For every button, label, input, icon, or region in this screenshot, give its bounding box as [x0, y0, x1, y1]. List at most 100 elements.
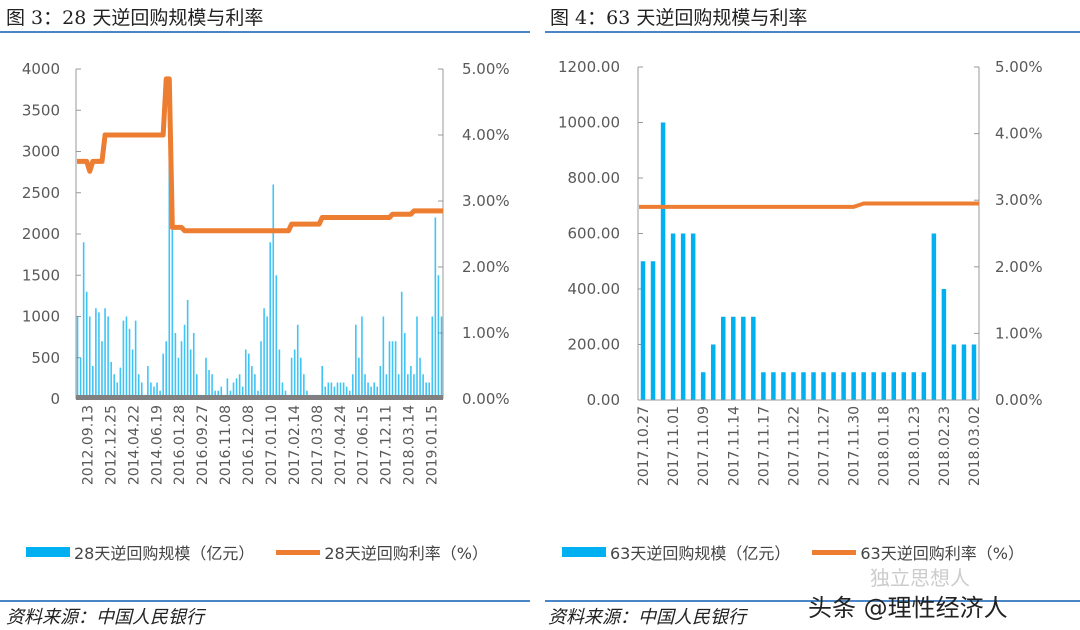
bar [254, 374, 256, 399]
x-tick-label: 2017.12.11 [379, 405, 395, 485]
bar [391, 341, 394, 399]
bar [266, 316, 268, 399]
bar [263, 308, 265, 399]
bar [92, 366, 94, 399]
x-tick-label: 2012.12.25 [103, 405, 119, 485]
x-axis-baseline [76, 395, 443, 400]
y2-tick-label: 1.00% [462, 324, 510, 342]
bar [269, 242, 272, 399]
bar [690, 233, 696, 400]
y2-tick-label: 5.00% [995, 58, 1043, 76]
bar [761, 372, 766, 400]
bar [251, 366, 253, 399]
bar [400, 291, 403, 399]
y-tick-label: 1200.00 [558, 58, 620, 76]
bar [162, 353, 164, 399]
bar [131, 349, 134, 399]
bar [257, 390, 259, 399]
bar [881, 372, 886, 400]
rate-line [639, 201, 979, 209]
bar [79, 357, 82, 399]
bar [303, 374, 305, 399]
bar [821, 372, 826, 400]
bar [211, 374, 213, 399]
x-tick-label: 2017.11.30 [847, 406, 863, 486]
title-rule-left [0, 31, 530, 33]
bar [88, 316, 91, 399]
bar [235, 378, 238, 399]
bar [330, 382, 333, 399]
x-tick-label: 2017.01.10 [264, 405, 280, 485]
y-tick-label: 1000 [22, 308, 60, 326]
x-tick-label: 2017.02.14 [287, 405, 303, 485]
legend-swatch-bar [562, 547, 606, 557]
x-tick-label: 2016.09.27 [195, 405, 211, 485]
bar [174, 333, 177, 399]
bar [370, 386, 372, 399]
x-tick-label: 2018.02.23 [937, 406, 953, 486]
x-tick-label: 2014.06.19 [149, 405, 165, 485]
bar [229, 390, 232, 399]
bar [871, 372, 876, 400]
bar [364, 374, 366, 399]
bar [434, 217, 437, 399]
bar [104, 308, 106, 399]
bar [168, 102, 171, 399]
bar [85, 291, 88, 399]
y2-tick-label: 3.00% [995, 191, 1043, 209]
bar [440, 316, 443, 399]
x-tick-label: 2017.10.27 [636, 406, 652, 486]
bar [961, 344, 967, 400]
bar [437, 275, 440, 399]
x-tick-label: 2018.01.23 [907, 406, 923, 486]
bar [640, 261, 646, 400]
y2-tick-label: 4.00% [462, 126, 510, 144]
x-tick-label: 2017.11.09 [696, 406, 712, 486]
bar [710, 344, 716, 400]
bar [110, 361, 112, 399]
bar [76, 316, 79, 399]
bar [741, 316, 746, 400]
bar [385, 374, 388, 399]
bar [116, 382, 119, 399]
bar [361, 316, 363, 399]
chart-title-right: 图 4：63 天逆回购规模与利率 [550, 7, 808, 29]
bar [731, 316, 736, 400]
bar [226, 378, 229, 399]
bar [122, 320, 125, 399]
bar [95, 308, 97, 399]
bar [951, 344, 957, 400]
bar [327, 382, 330, 399]
bar [183, 324, 186, 399]
bar [403, 333, 406, 399]
bar [119, 367, 122, 399]
y-tick-label: 1500 [22, 266, 60, 284]
legend-label-bar: 28天逆回购规模（亿元） [74, 544, 255, 563]
y-tick-label: 1000.00 [558, 114, 620, 132]
bar [416, 316, 418, 399]
bar [244, 349, 247, 399]
x-tick-label: 2018.01.18 [877, 406, 893, 486]
bar [394, 341, 397, 399]
bar [410, 366, 412, 399]
y2-tick-label: 3.00% [462, 192, 510, 210]
bar [220, 386, 223, 399]
bar [125, 316, 128, 399]
bar [660, 122, 666, 400]
y-tick-label: 400.00 [568, 280, 621, 298]
bar [296, 324, 299, 399]
bar [260, 341, 262, 399]
x-tick-label: 2016.12.08 [241, 405, 257, 485]
x-tick-label: 2018.03.02 [967, 406, 983, 486]
title-rule-right [545, 31, 1080, 33]
bar [278, 349, 281, 399]
bar [751, 316, 756, 400]
bar [811, 372, 816, 400]
watermark: 头条 @理性经济人 [808, 594, 1008, 622]
source-rule-left [0, 600, 530, 602]
y-tick-label: 2500 [22, 184, 60, 202]
bar [140, 382, 143, 399]
bar [299, 357, 302, 399]
bar [941, 289, 947, 400]
x-tick-label: 2017.11.27 [817, 406, 833, 486]
